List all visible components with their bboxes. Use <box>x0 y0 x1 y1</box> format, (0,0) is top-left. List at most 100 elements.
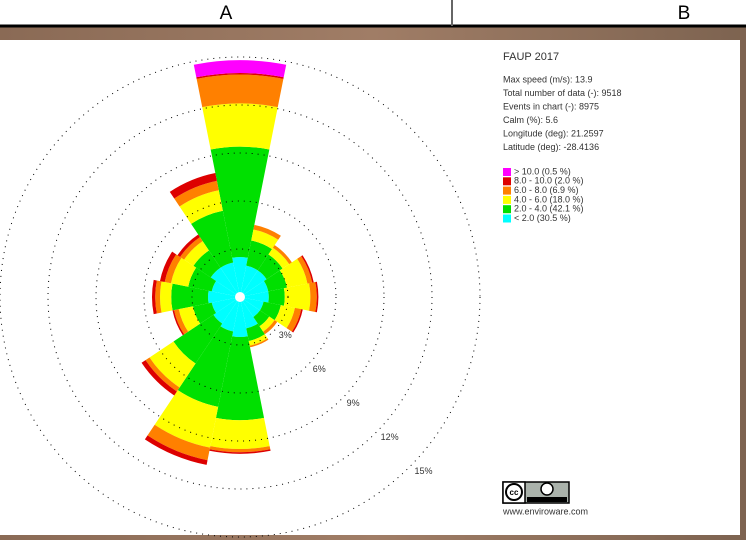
wind-sector <box>286 307 302 332</box>
wind-sector <box>152 279 157 315</box>
wind-sector <box>210 146 270 258</box>
wind-sector <box>220 262 240 297</box>
wind-sector <box>213 297 240 324</box>
ring-label: 3% <box>279 330 292 340</box>
wind-sector <box>240 280 269 297</box>
wind-sector <box>210 267 240 297</box>
plot-area <box>0 40 740 535</box>
wind-sector <box>145 357 180 392</box>
wind-sector <box>220 297 240 332</box>
wind-sector <box>164 254 182 284</box>
wind-sector <box>196 74 284 108</box>
legend-swatch <box>503 186 511 195</box>
wind-sector <box>174 309 189 335</box>
wind-sector <box>301 255 314 283</box>
wind-sector <box>211 297 240 314</box>
wind-sector <box>188 267 217 292</box>
info-line: Max speed (m/s): 13.9 <box>503 74 593 84</box>
cc-badge: cc <box>502 481 570 504</box>
legend-swatch <box>503 168 511 176</box>
wind-sector <box>268 288 285 306</box>
wind-sector <box>209 449 271 454</box>
wind-sector <box>211 280 240 297</box>
legend-label: 4.0 - 6.0 (18.0 %) <box>514 194 584 204</box>
wind-sector <box>268 247 290 269</box>
legend: < 2.0 (30.5 %)2.0 - 4.0 (42.1 %)4.0 - 6.… <box>503 166 584 223</box>
wind-sector <box>147 424 211 461</box>
wind-sector <box>240 265 258 297</box>
wind-sector <box>253 310 270 327</box>
wind-sector <box>202 103 278 150</box>
wind-sector <box>144 435 208 465</box>
wind-sector <box>274 305 295 329</box>
wind-sector <box>240 291 269 303</box>
wind-sector <box>291 309 303 333</box>
legend-label: > 10.0 (0.5 %) <box>514 166 571 176</box>
wind-sector <box>178 306 201 332</box>
wind-sector <box>191 210 234 268</box>
wind-sector <box>240 270 267 297</box>
wind-sector <box>246 323 265 341</box>
footer-link: www.enviroware.com <box>502 506 588 516</box>
grid-ring <box>191 248 289 346</box>
wind-sector <box>249 338 269 348</box>
wind-sector <box>253 224 281 240</box>
wind-sector <box>210 417 270 449</box>
wind-sector <box>179 190 223 224</box>
wind-sector <box>248 334 268 346</box>
calm-circle <box>235 292 245 302</box>
wind-sector <box>272 245 292 265</box>
grid-ring <box>47 104 433 490</box>
wind-sector <box>259 316 275 332</box>
wind-sector <box>177 326 234 407</box>
header-bar <box>0 0 746 25</box>
wind-sector <box>232 297 248 337</box>
legend-label: 6.0 - 8.0 (6.9 %) <box>514 185 579 195</box>
panel-label: A <box>220 3 233 24</box>
wind-sector <box>170 257 197 287</box>
ring-label: 12% <box>381 432 399 442</box>
wind-sector <box>177 234 200 257</box>
chart-title: FAUP 2017 <box>503 51 559 63</box>
wind-sector <box>232 257 248 297</box>
wind-sector <box>172 310 185 336</box>
svg-text:cc: cc <box>510 488 519 497</box>
ring-label: 9% <box>347 398 360 408</box>
ring-label: 6% <box>313 364 326 374</box>
wind-sector <box>184 241 209 266</box>
wind-sector <box>240 297 264 311</box>
wind-sector <box>297 256 313 284</box>
wind-sector <box>193 250 221 278</box>
wind-sector <box>174 180 219 207</box>
ring-label: 15% <box>415 466 433 476</box>
wind-sector <box>259 301 281 321</box>
wind-sector <box>240 297 260 317</box>
wind-sector <box>173 314 223 364</box>
info-line: Total number of data (-): 9518 <box>503 88 622 98</box>
info-line: Calm (%): 5.6 <box>503 115 558 125</box>
wind-sector <box>208 290 240 304</box>
wind-sector <box>154 390 219 448</box>
wind-sector <box>315 281 319 313</box>
wind-sector <box>279 258 308 288</box>
wind-sector <box>192 302 217 324</box>
wind-sector <box>155 280 162 314</box>
wind-sector <box>171 283 209 311</box>
wind-sector <box>309 282 317 312</box>
wind-sector <box>149 341 196 388</box>
legend-swatch <box>503 214 511 223</box>
info-line: Latitude (deg): -28.4136 <box>503 142 599 152</box>
wind-sector <box>251 229 279 250</box>
wind-sector <box>193 60 287 78</box>
wind-sector <box>141 360 177 396</box>
wind-sector <box>263 270 288 292</box>
wind-sector <box>196 73 284 79</box>
info-line: Events in chart (-): 8975 <box>503 101 599 111</box>
wind-sector <box>246 240 273 271</box>
wind-sector <box>215 336 265 421</box>
wind-sector <box>240 297 258 329</box>
wind-sector <box>159 251 177 283</box>
wind-sector <box>263 320 278 335</box>
wind-sector <box>257 254 283 280</box>
